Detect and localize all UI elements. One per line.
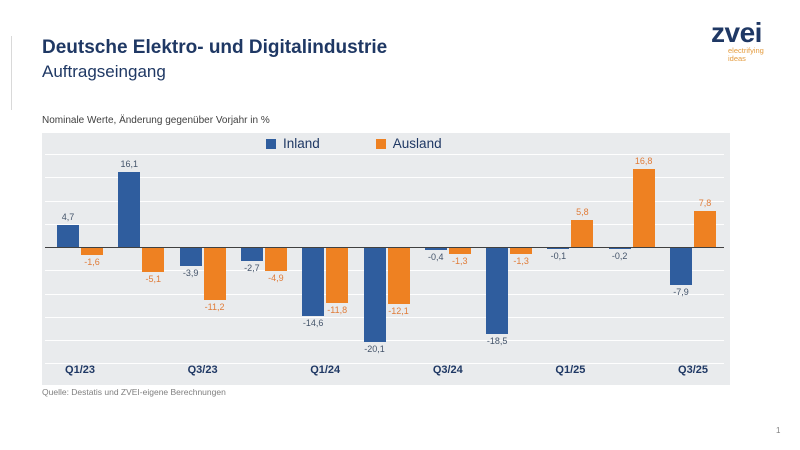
bar-inland-q3-24: [424, 248, 447, 250]
bar-value-label-ausland-q4-23: -4,9: [268, 272, 284, 283]
legend-item-ausland: Ausland: [375, 136, 442, 151]
bar-ausland-q2-24: [387, 248, 410, 305]
zvei-logo: zvei electrifying ideas: [711, 17, 764, 63]
bar-ausland-q3-24: [448, 248, 471, 254]
bar-ausland-q4-24: [510, 248, 533, 254]
bar-value-label-inland-q4-24: -18,5: [486, 336, 508, 346]
source-note: Quelle: Destatis und ZVEI-eigene Berechn…: [42, 387, 226, 397]
bar-value-label-inland-q1-23: 4,7: [61, 212, 75, 223]
page-subtitle: Auftragseingang: [42, 62, 166, 81]
zvei-tagline-line1: electrifying: [728, 46, 764, 55]
bar-inland-q2-23: [118, 172, 141, 247]
bar-value-label-inland-q4-23: -2,7: [244, 262, 260, 273]
bar-ausland-q2-25: [632, 168, 655, 247]
bar-value-label-inland-q3-25: -7,9: [673, 286, 689, 297]
bar-value-label-ausland-q3-25: 7,8: [698, 197, 712, 208]
bar-value-label-inland-q2-24: -20,1: [364, 343, 385, 354]
gridline: [45, 363, 724, 365]
page-title: Deutsche Elektro- und Digitalindustrie: [42, 37, 388, 58]
zvei-logo-tagline: electrifying ideas: [728, 47, 764, 63]
bar-ausland-q1-25: [571, 220, 594, 247]
bar-value-label-ausland-q2-24: -12,1: [388, 306, 409, 317]
bar-inland-q4-23: [240, 248, 263, 261]
header: Deutsche Elektro- und Digitalindustrie A…: [42, 36, 387, 82]
x-axis-label-q1-24: Q1/24: [310, 364, 341, 376]
bar-value-label-inland-q1-25: -0,1: [550, 251, 567, 261]
bar-value-label-ausland-q2-25: 16,8: [634, 155, 653, 166]
bar-inland-q2-25: [608, 248, 631, 249]
x-axis-label-q1-25: Q1/25: [555, 364, 586, 376]
bar-value-label-inland-q2-23: 16,1: [120, 159, 139, 170]
bar-value-label-inland-q1-24: -14,6: [302, 317, 324, 328]
x-axis-label-q3-25: Q3/25: [678, 364, 708, 376]
bar-inland-q1-23: [57, 225, 79, 247]
zero-axis-line: [45, 247, 724, 248]
bar-chart: Inland Ausland 4,7 -1,6 16,1 -5,1 -3,9 -11,2 -2…: [42, 133, 730, 385]
x-axis-label-q3-23: Q3/23: [187, 364, 218, 376]
bar-value-label-ausland-q3-23: -11,2: [204, 302, 225, 313]
bar-value-label-ausland-q2-23: -5,1: [145, 273, 162, 284]
bar-inland-q4-24: [486, 248, 509, 334]
bar-ausland-q3-23: [203, 248, 226, 301]
bar-value-label-ausland-q4-24: -1,3: [513, 256, 529, 266]
chart-note: Nominale Werte, Änderung gegenüber Vorja…: [42, 115, 270, 126]
gridline: [45, 200, 724, 202]
bar-value-label-ausland-q3-24: -1,3: [452, 256, 468, 266]
bar-value-label-ausland-q1-24: -11,8: [327, 304, 348, 315]
gridline: [45, 223, 724, 225]
bar-value-label-ausland-q1-25: 5,8: [576, 207, 589, 217]
legend-label-ausland: Ausland: [392, 136, 442, 151]
zvei-logo-text: zvei: [711, 17, 762, 48]
bar-ausland-q4-23: [264, 248, 287, 271]
bar-inland-q3-23: [179, 248, 202, 267]
bar-inland-q1-24: [302, 248, 325, 316]
bar-inland-q3-25: [670, 248, 692, 285]
legend-swatch-inland: [266, 138, 276, 149]
bar-inland-q1-25: [547, 248, 570, 249]
zvei-tagline-line2: ideas: [728, 54, 746, 63]
bar-ausland-q1-24: [326, 248, 349, 303]
x-axis-label-q1-23: Q1/23: [65, 364, 95, 376]
bar-value-label-inland-q3-24: -0,4: [428, 251, 444, 262]
legend-swatch-ausland: [375, 138, 386, 149]
bar-value-label-ausland-q1-23: -1,6: [84, 257, 100, 268]
legend-label-inland: Inland: [283, 136, 320, 151]
bar-value-label-inland-q2-25: -0,2: [611, 251, 628, 261]
gridline: [45, 177, 724, 179]
bar-inland-q2-24: [363, 248, 386, 342]
bar-ausland-q3-25: [694, 210, 716, 247]
bar-ausland-q2-23: [142, 248, 165, 272]
slide-edge-line: [11, 36, 12, 110]
x-axis-label-q3-24: Q3/24: [432, 364, 463, 376]
bar-value-label-inland-q3-23: -3,9: [182, 268, 199, 279]
gridline: [45, 154, 724, 155]
bar-ausland-q1-23: [81, 248, 103, 256]
legend-item-inland: Inland: [266, 136, 320, 151]
chart-legend: Inland Ausland: [266, 136, 442, 151]
page-number: 1: [776, 426, 781, 435]
